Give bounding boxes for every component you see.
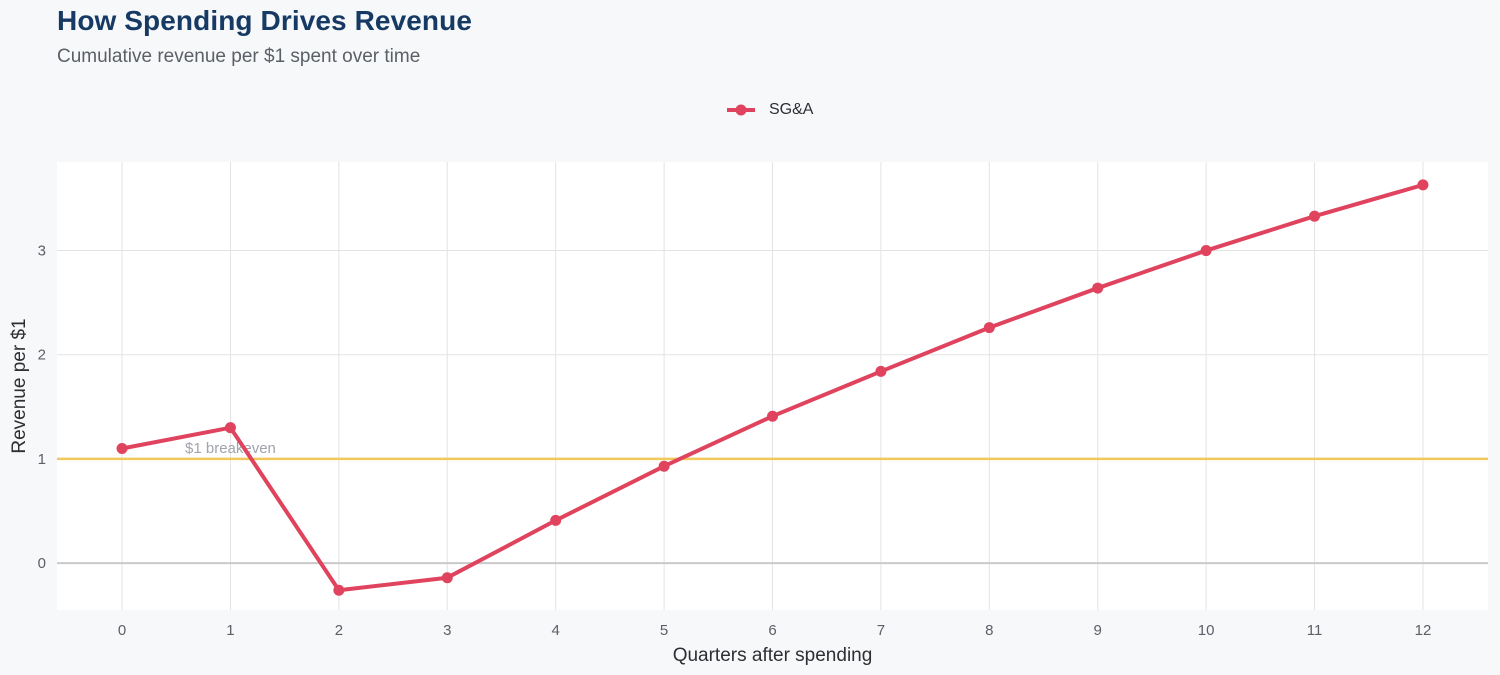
y-tick-label-2: 2 [38,347,46,364]
x-axis-title: Quarters after spending [673,645,873,666]
data-point-q7 [875,365,887,377]
x-tick-label-1: 1 [226,622,234,639]
x-tick-label-4: 4 [552,622,560,639]
data-point-q3 [441,572,453,584]
legend-key-sga [727,104,755,116]
x-tick-label-8: 8 [985,622,993,639]
y-tick-label-0: 0 [38,555,46,572]
chart-title: How Spending Drives Revenue [57,5,473,36]
data-point-q8 [983,322,995,334]
x-axis-ticks: 0 1 2 3 4 5 6 7 8 9 10 11 12 [118,622,1431,639]
data-point-q2 [333,584,345,596]
x-tick-label-6: 6 [768,622,776,639]
x-tick-label-5: 5 [660,622,668,639]
x-tick-label-11: 11 [1307,622,1323,639]
data-point-q11 [1309,210,1321,222]
x-tick-label-3: 3 [443,622,451,639]
legend: SG&A [727,97,813,123]
x-tick-label-7: 7 [877,622,885,639]
data-point-q9 [1092,282,1104,294]
x-grid [121,162,1424,610]
breakeven-label: $1 breakeven [185,440,276,457]
x-tick-label-0: 0 [118,622,126,639]
data-point-q6 [767,410,778,422]
data-point-q12 [1417,179,1429,191]
y-tick-label-3: 3 [38,243,46,260]
x-tick-label-12: 12 [1415,622,1432,639]
data-point-q10 [1200,245,1212,257]
y-axis-title: Revenue per $1 [9,318,30,453]
legend-label-sga: SG&A [769,101,814,118]
x-tick-label-10: 10 [1198,622,1215,639]
y-axis-ticks: 0 1 2 3 [38,243,46,573]
y-tick-label-1: 1 [38,451,46,468]
data-point-q4 [550,514,562,526]
x-tick-label-9: 9 [1094,622,1102,639]
data-point-q0 [116,443,128,455]
series-sga [116,179,1429,596]
x-tick-label-2: 2 [335,622,343,639]
chart-subtitle: Cumulative revenue per $1 spent over tim… [57,46,421,67]
data-point-q5 [658,460,670,472]
data-point-q1 [224,422,236,434]
